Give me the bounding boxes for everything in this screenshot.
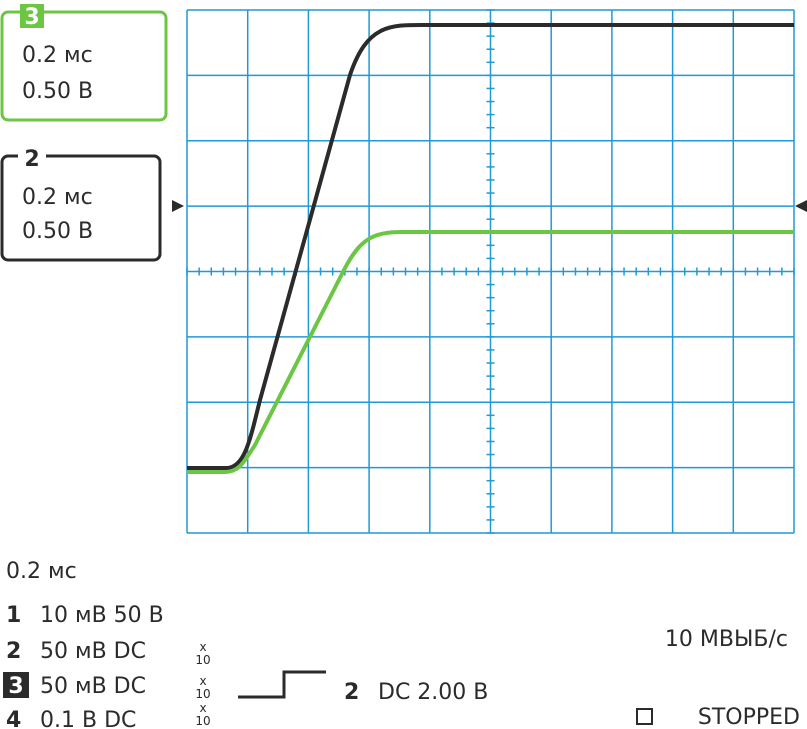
probe: 10 — [195, 653, 210, 667]
channel-time: 0.2 мс — [22, 185, 93, 210]
probe-x: x — [199, 701, 206, 715]
timebase: 0.2 мс — [6, 559, 77, 584]
channel-box — [0, 154, 162, 262]
channel-setting: 50 мВ DC — [40, 674, 146, 699]
trace-2 — [187, 22, 794, 470]
probe: 10 — [195, 687, 210, 701]
probe-x: x — [199, 674, 206, 688]
trace-3 — [187, 230, 794, 474]
channel-volts: 0.50 В — [22, 79, 93, 104]
channel-volts: 0.50 В — [22, 219, 93, 244]
channel-id: 3 — [24, 5, 39, 30]
channel-id: 3 — [8, 674, 23, 699]
channel-id: 4 — [6, 708, 21, 729]
probe: 10 — [195, 714, 210, 728]
channel-badge — [18, 146, 46, 168]
channel-badge — [3, 672, 29, 698]
level-marker-right — [795, 200, 807, 212]
trigger-setting: DC 2.00 В — [378, 680, 488, 705]
channel-id: 2 — [6, 639, 21, 664]
channel-setting: 50 мВ DC — [40, 639, 146, 664]
graticule — [186, 9, 795, 534]
channel-id: 2 — [24, 147, 39, 172]
probe-x: x — [199, 640, 206, 654]
channel-setting: 0.1 В DC — [40, 708, 136, 729]
status: STOPPED — [698, 705, 800, 729]
status-checkbox[interactable] — [636, 708, 653, 725]
channel-box — [0, 10, 168, 122]
channel-id: 1 — [6, 603, 21, 628]
trigger-channel: 2 — [344, 680, 359, 705]
sample-rate: 10 МВЫБ/с — [665, 627, 788, 652]
channel-setting: 10 мВ 50 В — [40, 603, 164, 628]
level-marker-left — [172, 200, 184, 212]
channel-time: 0.2 мс — [22, 43, 93, 68]
trigger-icon — [238, 670, 326, 699]
channel-badge — [20, 4, 44, 28]
